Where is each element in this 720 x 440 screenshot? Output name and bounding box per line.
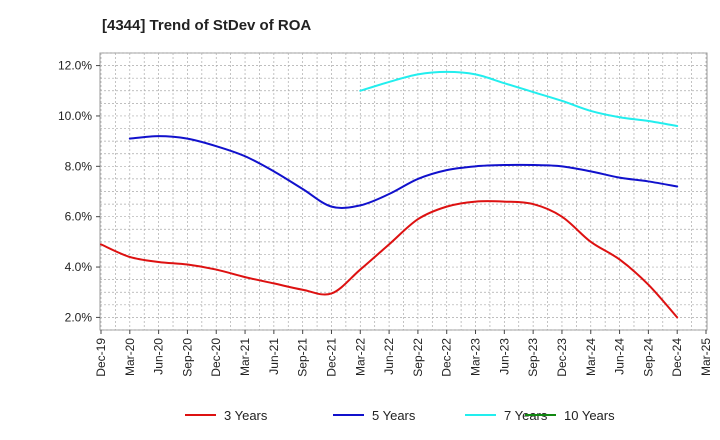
x-tick-label: Mar-21 bbox=[238, 338, 252, 376]
legend-label-4: 10 Years bbox=[564, 408, 615, 423]
x-tick-label: Jun-23 bbox=[497, 338, 511, 375]
x-tick-label: Mar-24 bbox=[584, 338, 598, 376]
x-tick-label: Sep-21 bbox=[296, 338, 310, 377]
x-tick-label: Dec-21 bbox=[324, 338, 338, 377]
legend-label-2: 5 Years bbox=[372, 408, 416, 423]
y-tick-label: 4.0% bbox=[65, 260, 93, 274]
x-tick-label: Mar-20 bbox=[123, 338, 137, 376]
legend: 3 Years 5 Years 7 Years 10 Years bbox=[185, 408, 615, 423]
x-tick-label: Dec-23 bbox=[555, 338, 569, 377]
x-tick-label: Jun-24 bbox=[613, 338, 627, 375]
x-tick-label: Jun-21 bbox=[267, 338, 281, 375]
series-line-1 bbox=[100, 200, 679, 319]
grid-lines bbox=[100, 52, 707, 331]
x-tick-label: Jun-20 bbox=[152, 338, 166, 375]
x-tick-label: Sep-24 bbox=[641, 338, 655, 377]
x-tick-label: Dec-24 bbox=[670, 338, 684, 377]
x-tick-label: Dec-22 bbox=[440, 338, 454, 377]
x-tick-label: Mar-22 bbox=[353, 338, 367, 376]
y-tick-label: 6.0% bbox=[65, 210, 93, 224]
series-line-3 bbox=[359, 70, 679, 128]
x-tick-label: Sep-23 bbox=[526, 338, 540, 377]
x-axis: Dec-19 Mar-20 Jun-20 Sep-20 Dec-20 Mar-21 Jun-… bbox=[94, 330, 713, 377]
series-lines bbox=[100, 70, 679, 319]
x-tick-label: Sep-20 bbox=[180, 338, 194, 377]
y-tick-label: 8.0% bbox=[65, 159, 93, 173]
x-tick-label: Dec-19 bbox=[94, 338, 108, 377]
x-tick-label: Jun-22 bbox=[382, 338, 396, 375]
y-tick-label: 10.0% bbox=[58, 109, 92, 123]
chart-title: [4344] Trend of StDev of ROA bbox=[102, 17, 311, 34]
x-tick-label: Dec-20 bbox=[209, 338, 223, 377]
y-tick-label: 12.0% bbox=[58, 59, 92, 73]
y-tick-label: 2.0% bbox=[65, 310, 93, 324]
y-axis: 2.0% 4.0% 6.0% 8.0% 10.0% 12.0% bbox=[58, 59, 100, 324]
x-tick-label: Mar-25 bbox=[699, 338, 713, 376]
legend-label-1: 3 Years bbox=[224, 408, 268, 423]
x-tick-label: Sep-22 bbox=[411, 338, 425, 377]
series-line-2 bbox=[128, 135, 679, 209]
x-tick-label: Mar-23 bbox=[469, 338, 483, 376]
